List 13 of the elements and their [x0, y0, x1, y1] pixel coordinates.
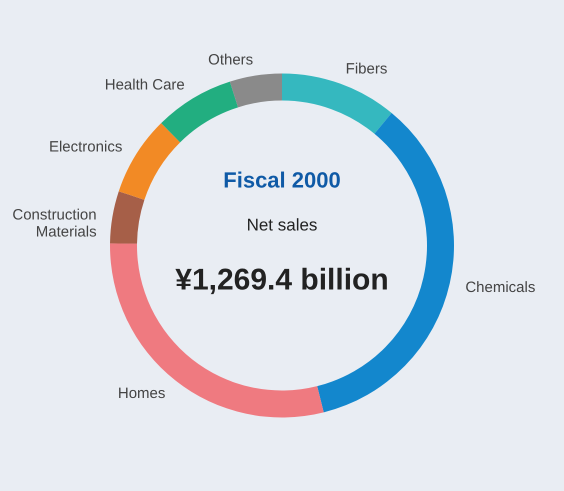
slice-label: Fibers [346, 60, 388, 78]
donut-slice [282, 74, 392, 134]
donut-slice [230, 74, 282, 108]
text: Net sales [246, 216, 318, 234]
slice-label: Homes [118, 384, 166, 402]
donut-slice [110, 191, 144, 244]
slice-label: Others [208, 52, 254, 69]
slice-label: Chemicals [465, 279, 536, 296]
text: ¥1,269.4 billion [175, 264, 389, 296]
slice-label: Construction Materials [12, 206, 97, 240]
slice-label: Health Care [104, 76, 185, 94]
slice-label: Electronics [48, 138, 122, 156]
text: Fiscal 2000 [223, 168, 341, 192]
